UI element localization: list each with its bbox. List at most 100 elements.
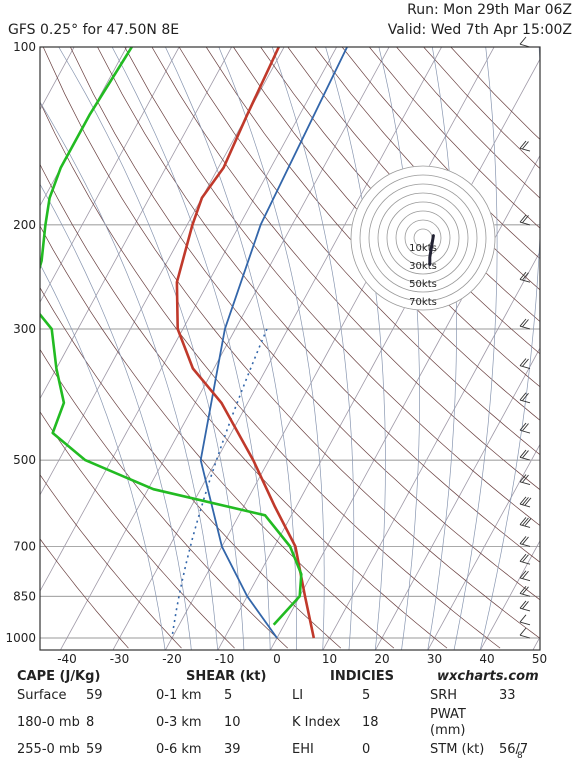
- dry-adiabat-line: [369, 47, 540, 229]
- isotherm-line: [112, 47, 442, 650]
- hodograph-ring: [368, 183, 478, 293]
- hodograph-ring: [350, 165, 496, 311]
- extra-label: SRH: [430, 688, 458, 703]
- hodograph-ring-label: 10kts: [409, 243, 437, 254]
- isotherm-line: [40, 47, 75, 111]
- dry-adiabat-line: [40, 225, 395, 649]
- hodograph-ring-label: 50kts: [409, 279, 437, 290]
- row-label: Surface: [17, 688, 67, 703]
- dry-adiabat-line: [70, 47, 540, 601]
- isotherm-line: [270, 154, 540, 650]
- dry-adiabat-line: [40, 348, 288, 649]
- index-label: K Index: [292, 715, 341, 730]
- x-tick-label: -40: [57, 652, 77, 666]
- dry-adiabat-line: [260, 47, 540, 355]
- dewpoint-line: [40, 47, 303, 626]
- x-tick-label: 40: [479, 652, 494, 666]
- isotherm-line: [40, 47, 232, 400]
- shear-label: 0-1 km: [156, 688, 202, 703]
- isotherm-line: [40, 47, 337, 593]
- extra-value: 8: [517, 751, 523, 761]
- cape-value: 8: [86, 715, 95, 730]
- x-tick-label: 0: [273, 652, 281, 666]
- isotherm-line: [60, 47, 390, 650]
- wind-barb: [519, 271, 531, 283]
- wind-barb: [519, 449, 531, 461]
- shear-header: SHEAR (kt): [186, 669, 267, 684]
- isotherm-line: [40, 47, 127, 207]
- row-label: 180-0 mb: [17, 715, 80, 730]
- mixing-ratio-line: [171, 328, 268, 639]
- isotherm-line: [480, 539, 540, 650]
- moist-adiabat-line: [165, 47, 297, 650]
- shear-label: 0-6 km: [156, 742, 202, 757]
- isotherm-line: [165, 47, 495, 650]
- hodograph-ring-label: 30kts: [409, 261, 437, 272]
- moist-adiabat-line: [111, 47, 271, 650]
- y-tick-label: 700: [13, 539, 36, 553]
- wind-barb: [519, 570, 531, 582]
- extra-value: 56/7: [499, 742, 529, 757]
- moist-adiabat-line: [40, 263, 166, 650]
- dry-adiabat-line: [40, 163, 448, 649]
- moist-adiabat-line: [218, 47, 325, 650]
- wind-barb: [519, 318, 531, 330]
- shear-value: 39: [224, 742, 241, 757]
- hodograph-ring: [404, 219, 442, 257]
- wind-barb: [519, 358, 531, 369]
- y-tick-label: 500: [13, 453, 36, 467]
- hodograph-trace: [428, 234, 435, 266]
- dry-adiabat-line: [178, 47, 540, 456]
- wind-barb: [519, 140, 531, 152]
- wind-barb: [519, 536, 531, 547]
- dry-adiabat-line: [287, 47, 540, 323]
- y-tick-label: 200: [13, 218, 36, 232]
- index-label: EHI: [292, 742, 314, 757]
- hodograph-ring: [395, 210, 451, 266]
- moist-adiabat-line: [40, 101, 219, 650]
- moist-adiabat-line: [271, 47, 355, 650]
- dry-adiabat-line: [233, 47, 540, 388]
- moist-adiabat-line: [427, 47, 457, 650]
- isotherm-line: [427, 443, 540, 650]
- wind-barb: [519, 553, 531, 565]
- wind-barb: [519, 392, 531, 404]
- wind-barb: [519, 614, 531, 626]
- moist-adiabat-line: [58, 47, 245, 650]
- x-tick-label: -30: [110, 652, 130, 666]
- dry-adiabat-line: [124, 47, 540, 527]
- dry-adiabat-line: [40, 286, 342, 649]
- wind-barb: [519, 214, 531, 226]
- x-tick-label: 10: [322, 652, 337, 666]
- isotherm-line: [40, 47, 285, 496]
- dry-adiabat-line: [314, 47, 540, 291]
- wind-barb: [519, 422, 531, 434]
- row-label: 255-0 mb: [17, 742, 80, 757]
- extra-label: PWAT (mm): [430, 707, 466, 738]
- moist-adiabat-line: [479, 47, 540, 650]
- valid-time: Valid: Wed 7th Apr 15:00Z: [387, 22, 572, 38]
- isotherm-line: [40, 47, 180, 304]
- run-time: Run: Mon 29th Mar 06Z: [407, 2, 572, 18]
- moist-adiabat-line: [378, 47, 420, 650]
- index-value: 18: [362, 715, 379, 730]
- cape-value: 59: [86, 742, 103, 757]
- extra-label: STM (kt): [430, 742, 485, 757]
- index-value: 5: [362, 688, 371, 703]
- dry-adiabat-line: [40, 411, 235, 649]
- wind-barb: [519, 585, 531, 597]
- index-value: 0: [362, 742, 371, 757]
- index-label: LI: [292, 688, 304, 703]
- dry-adiabat-line: [40, 101, 501, 649]
- hodograph-ring: [386, 201, 460, 275]
- shear-value: 10: [224, 715, 241, 730]
- wind-barb: [519, 496, 532, 508]
- wind-barb: [519, 600, 531, 612]
- cape-header: CAPE (J/Kg): [17, 669, 101, 684]
- brand-label: wxcharts.com: [437, 669, 539, 684]
- moist-adiabat-line: [453, 47, 498, 650]
- dry-adiabat-line: [40, 474, 182, 649]
- isotherm-line: [375, 347, 540, 650]
- y-tick-label: 850: [13, 589, 36, 603]
